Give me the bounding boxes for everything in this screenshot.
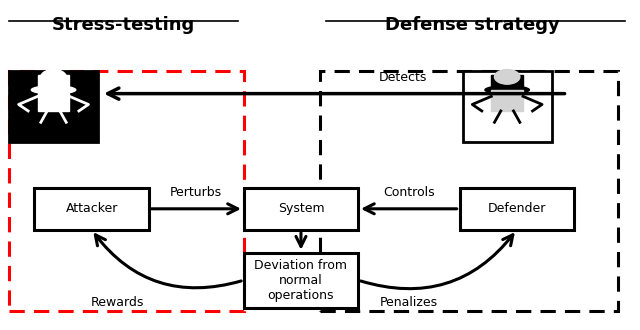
Text: Perturbs: Perturbs bbox=[170, 186, 222, 199]
Ellipse shape bbox=[31, 86, 76, 94]
Text: System: System bbox=[278, 202, 324, 215]
Text: Controls: Controls bbox=[383, 186, 435, 199]
Ellipse shape bbox=[495, 70, 520, 84]
Text: Defense strategy: Defense strategy bbox=[385, 16, 559, 34]
Text: Defender: Defender bbox=[488, 202, 546, 215]
Text: Deviation from
normal
operations: Deviation from normal operations bbox=[255, 259, 348, 302]
Bar bbox=[244, 252, 358, 308]
Bar bbox=[320, 71, 618, 311]
Text: Detects: Detects bbox=[378, 71, 427, 84]
Ellipse shape bbox=[485, 86, 529, 94]
Bar bbox=[9, 71, 244, 311]
Bar bbox=[244, 188, 358, 230]
Text: Rewards: Rewards bbox=[90, 296, 143, 310]
FancyBboxPatch shape bbox=[492, 90, 523, 111]
FancyBboxPatch shape bbox=[38, 90, 69, 111]
Bar bbox=[9, 71, 98, 142]
Text: Attacker: Attacker bbox=[65, 202, 118, 215]
Bar bbox=[38, 75, 69, 88]
Bar bbox=[35, 188, 148, 230]
Bar bbox=[492, 75, 523, 88]
Text: Penalizes: Penalizes bbox=[380, 296, 438, 310]
Bar bbox=[463, 71, 552, 142]
Text: Stress-testing: Stress-testing bbox=[52, 16, 195, 34]
Ellipse shape bbox=[41, 70, 66, 84]
Bar bbox=[460, 188, 574, 230]
